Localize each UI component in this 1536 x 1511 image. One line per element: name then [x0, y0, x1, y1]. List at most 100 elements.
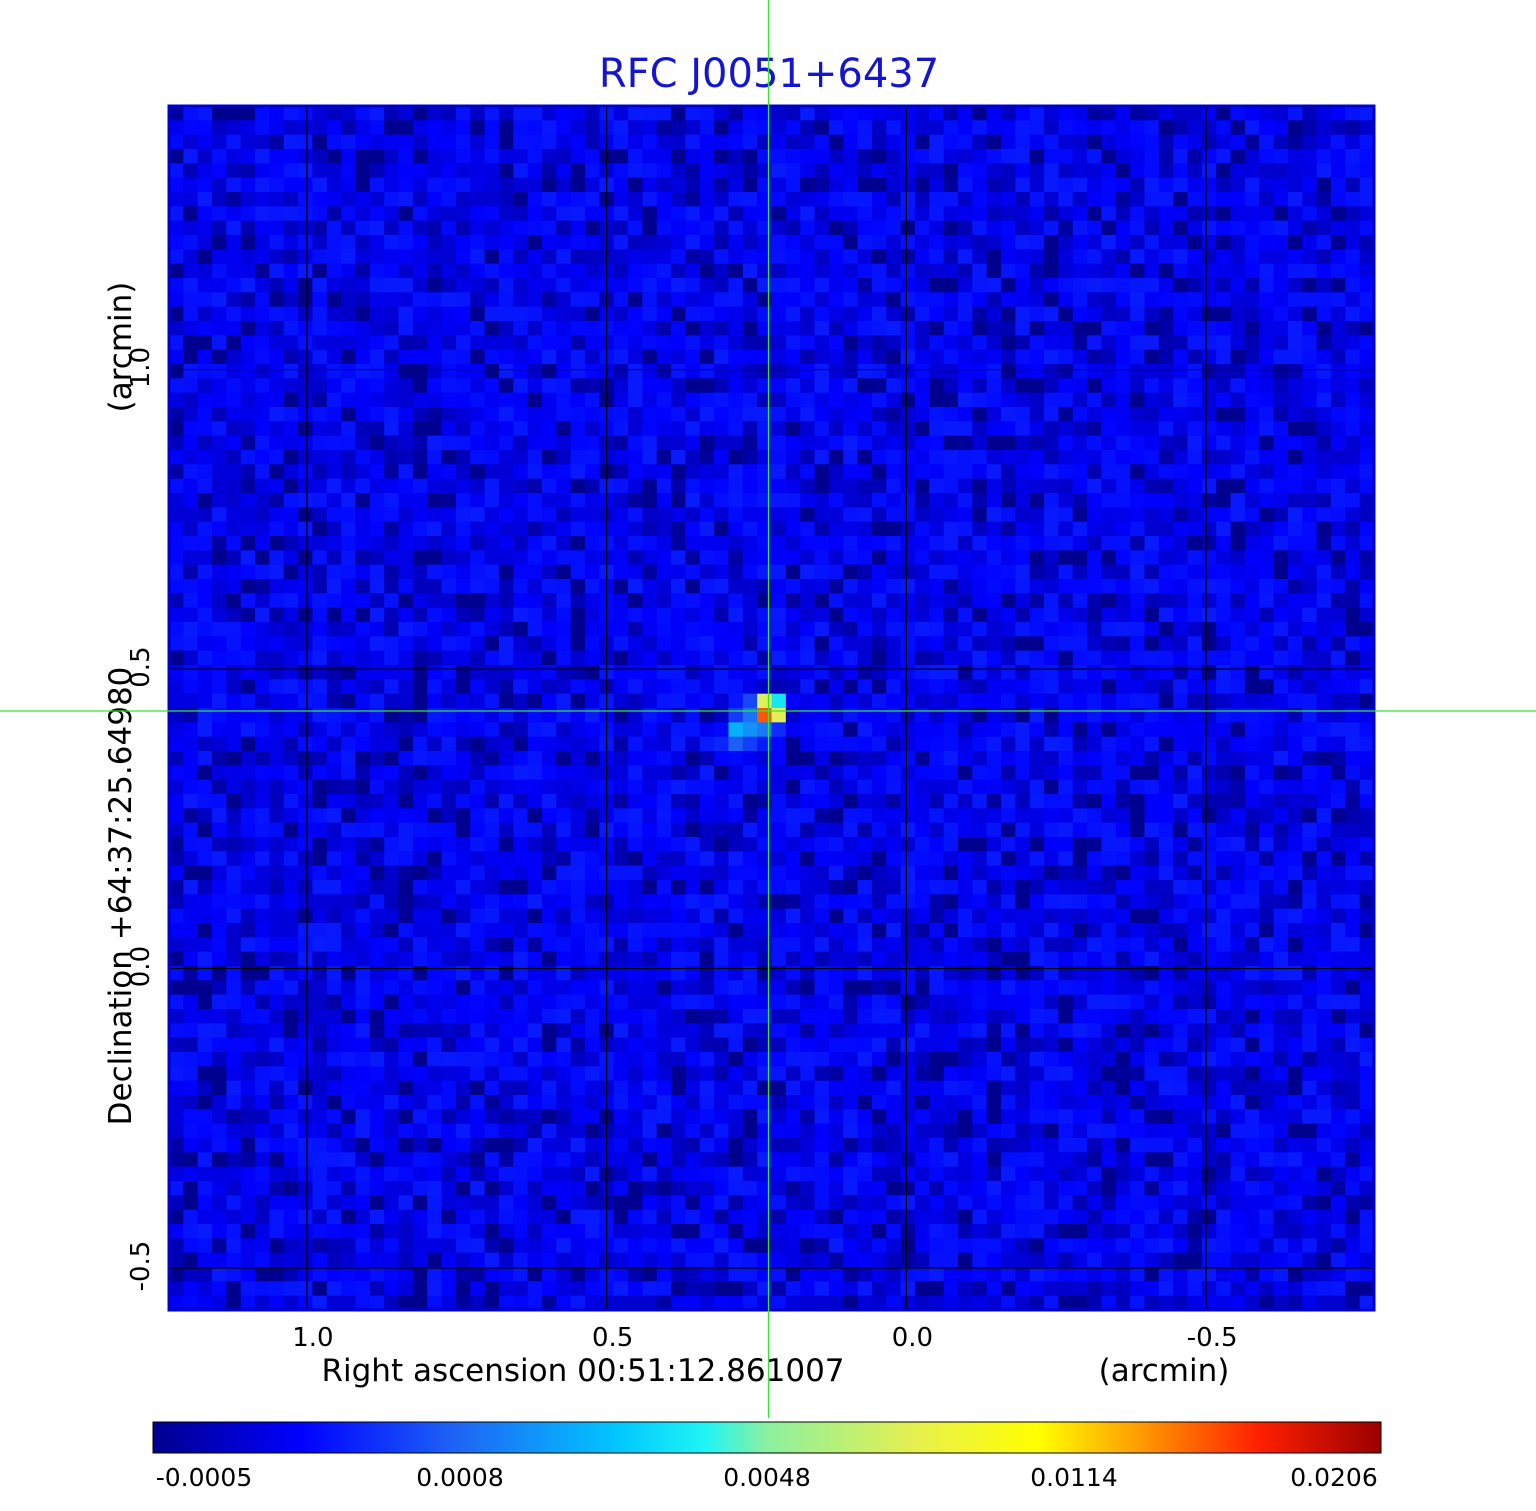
heatmap-cell	[914, 364, 930, 379]
heatmap-cell	[355, 263, 371, 279]
heatmap-cell	[1058, 249, 1074, 265]
heatmap-cell	[1273, 263, 1289, 279]
heatmap-cell	[785, 837, 801, 852]
heatmap-cell	[929, 607, 945, 623]
heatmap-cell	[398, 278, 414, 293]
heatmap-cell	[828, 636, 844, 652]
heatmap-cell	[957, 263, 973, 279]
heatmap-cell	[197, 392, 213, 408]
heatmap-cell	[699, 278, 715, 293]
heatmap-cell	[628, 751, 643, 766]
heatmap-cell	[527, 421, 543, 437]
heatmap-cell	[843, 679, 859, 695]
heatmap-cell	[656, 937, 672, 953]
heatmap-cell	[785, 894, 801, 910]
heatmap-cell	[541, 865, 557, 881]
heatmap-cell	[1015, 378, 1031, 394]
heatmap-cell	[255, 693, 271, 709]
heatmap-cell	[1230, 192, 1246, 207]
heatmap-cell	[398, 163, 414, 179]
heatmap-cell	[1345, 550, 1361, 566]
heatmap-cell	[384, 693, 400, 709]
heatmap-cell	[1173, 235, 1189, 250]
heatmap-cell	[513, 478, 529, 494]
heatmap-cell	[886, 335, 902, 351]
heatmap-cell	[886, 908, 902, 924]
heatmap-cell	[1101, 908, 1117, 924]
heatmap-cell	[871, 249, 887, 265]
heatmap-cell	[384, 865, 400, 881]
heatmap-cell	[1287, 894, 1303, 910]
heatmap-cell	[972, 650, 988, 666]
heatmap-cell	[1216, 335, 1232, 351]
heatmap-cell	[929, 134, 945, 150]
heatmap-cell	[441, 593, 457, 609]
heatmap-cell	[1187, 765, 1203, 781]
heatmap-cell	[843, 808, 859, 824]
heatmap-cell	[527, 364, 543, 379]
heatmap-cell	[986, 263, 1002, 279]
heatmap-cell	[255, 464, 271, 480]
heatmap-cell	[541, 364, 557, 379]
heatmap-cell	[699, 249, 715, 265]
heatmap-cell	[943, 636, 959, 652]
heatmap-cell	[699, 263, 715, 279]
heatmap-cell	[742, 421, 758, 437]
heatmap-cell	[585, 722, 600, 738]
heatmap-cell	[240, 478, 256, 494]
heatmap-cell	[384, 822, 400, 838]
heatmap-cell	[800, 106, 816, 121]
heatmap-cell	[1130, 794, 1146, 809]
heatmap-cell	[1072, 751, 1088, 766]
heatmap-cell	[1144, 120, 1160, 136]
heatmap-cell	[585, 149, 600, 164]
heatmap-cell	[1015, 636, 1031, 652]
heatmap-cell	[857, 206, 873, 222]
heatmap-cell	[556, 693, 572, 709]
heatmap-cell	[412, 564, 428, 580]
heatmap-cell	[1144, 407, 1160, 422]
heatmap-cell	[355, 192, 371, 207]
heatmap-cell	[1201, 407, 1217, 422]
heatmap-cell	[212, 421, 227, 437]
heatmap-cell	[312, 263, 328, 279]
heatmap-cell	[628, 951, 643, 967]
heatmap-cell	[1230, 464, 1246, 480]
heatmap-cell	[857, 751, 873, 766]
heatmap-cell	[1345, 392, 1361, 408]
heatmap-cell	[972, 220, 988, 236]
heatmap-cell	[541, 507, 557, 523]
heatmap-cell	[1130, 693, 1146, 709]
heatmap-cell	[369, 908, 385, 924]
heatmap-cell	[1259, 908, 1275, 924]
heatmap-cell	[800, 579, 816, 594]
heatmap-cell	[455, 521, 471, 537]
heatmap-cell	[1259, 378, 1275, 394]
heatmap-cell	[269, 407, 285, 422]
heatmap-cell	[685, 665, 701, 680]
heatmap-cell	[470, 951, 486, 967]
heatmap-cell	[1130, 278, 1146, 293]
heatmap-cell	[1216, 765, 1232, 781]
heatmap-cell	[886, 507, 902, 523]
heatmap-cell	[455, 622, 471, 637]
heatmap-cell	[585, 865, 600, 881]
heatmap-cell	[1216, 794, 1232, 809]
heatmap-cell	[728, 378, 744, 394]
heatmap-cell	[1101, 478, 1117, 494]
heatmap-cell	[341, 478, 357, 494]
heatmap-cell	[1144, 349, 1160, 365]
heatmap-cell	[470, 593, 486, 609]
heatmap-cell	[699, 536, 715, 551]
heatmap-cell	[398, 364, 414, 379]
heatmap-cell	[1029, 235, 1045, 250]
heatmap-cell	[871, 908, 887, 924]
heatmap-cell	[685, 450, 701, 465]
heatmap-cell	[771, 507, 787, 523]
heatmap-cell	[771, 679, 787, 695]
heatmap-cell	[642, 392, 658, 408]
heatmap-cell	[1244, 665, 1260, 680]
heatmap-cell	[398, 536, 414, 551]
heatmap-cell	[498, 249, 514, 265]
heatmap-cell	[255, 722, 271, 738]
